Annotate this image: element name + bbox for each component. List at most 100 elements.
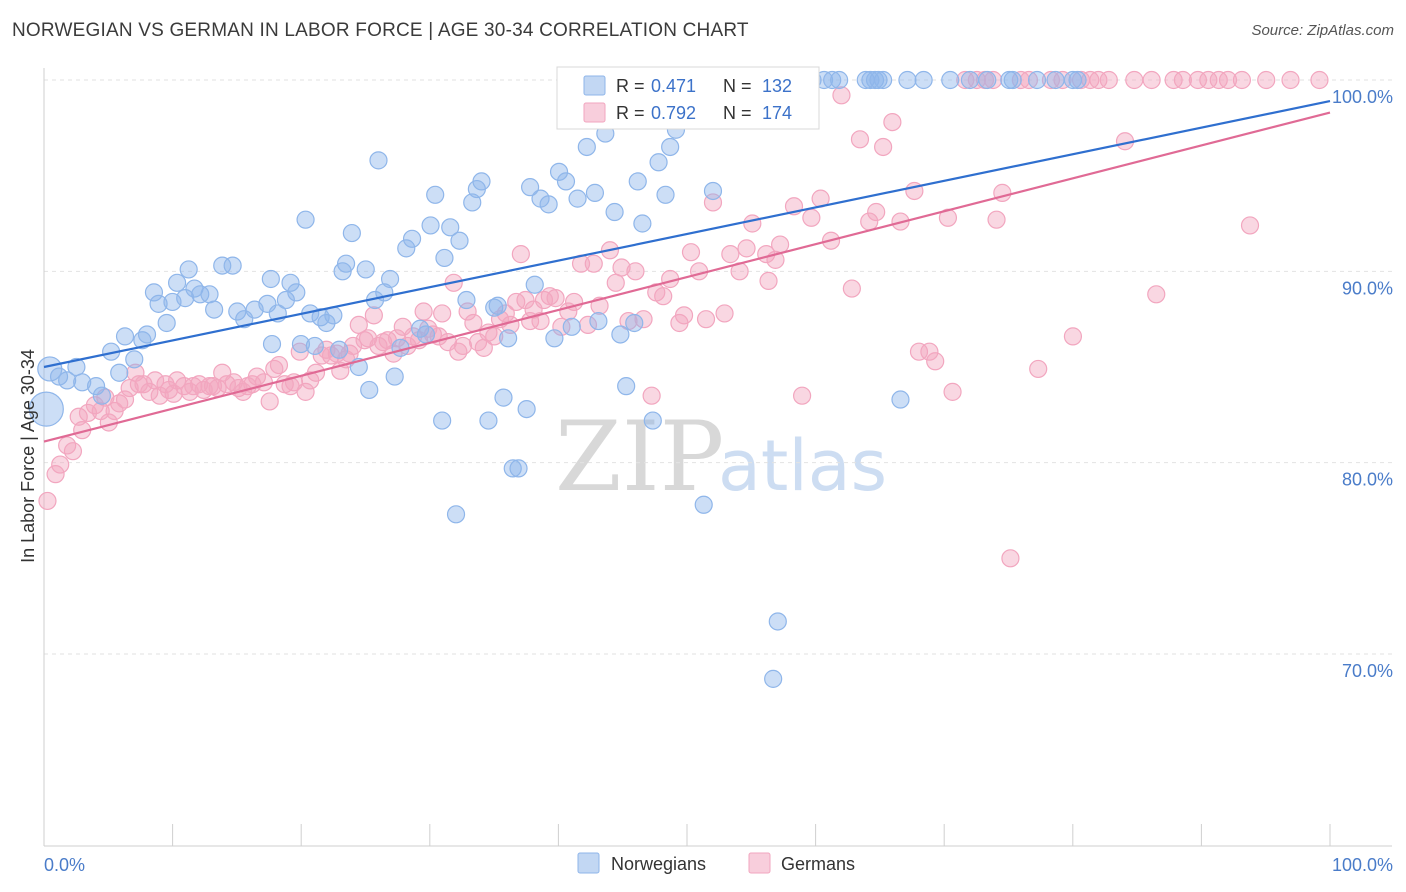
point-norwegians (656, 185, 675, 204)
point-norwegians (110, 363, 129, 382)
point-norwegians (291, 334, 311, 354)
point-germans (38, 491, 57, 511)
point-norwegians (397, 239, 416, 258)
trend-line-norwegians (43, 99, 1331, 369)
point-germans (987, 210, 1006, 229)
legend-n-value-norwegians: 132 (762, 76, 792, 96)
point-norwegians (296, 210, 315, 229)
point-norwegians (115, 327, 135, 346)
point-norwegians (874, 70, 893, 90)
point-norwegians (58, 371, 77, 390)
point-germans (217, 375, 236, 394)
x-tick-label-end: 100.0% (1332, 855, 1393, 875)
y-tick-label: 90.0% (1342, 278, 1393, 298)
point-norwegians (435, 248, 454, 268)
point-germans (511, 245, 530, 264)
point-norwegians (898, 70, 917, 90)
chart-title: NORWEGIAN VS GERMAN IN LABOR FORCE | AGE… (12, 20, 749, 41)
point-norwegians (28, 391, 64, 427)
point-germans (1029, 359, 1048, 379)
point-norwegians (914, 70, 933, 90)
point-germans (792, 386, 812, 405)
point-norwegians (73, 373, 92, 392)
point-germans (983, 70, 1003, 90)
y-axis-label: In Labor Force | Age 30-34 (18, 349, 38, 563)
point-germans (642, 386, 661, 405)
point-norwegians (157, 313, 176, 333)
legend-r-label: R = (616, 76, 645, 96)
trend-line-germans (43, 111, 1331, 443)
tick-labels: 70.0% 80.0% 90.0% 100.0% 0.0% 100.0% (44, 87, 1393, 875)
point-norwegians (978, 70, 997, 90)
point-norwegians (360, 380, 379, 400)
point-germans (531, 311, 550, 331)
point-germans (260, 392, 279, 411)
point-germans (115, 390, 135, 409)
point-norwegians (305, 336, 324, 356)
y-tick-label: 100.0% (1332, 87, 1393, 107)
point-germans (874, 137, 893, 157)
point-norwegians (703, 181, 723, 201)
legend-r-value-norwegians: 0.471 (651, 76, 696, 96)
point-germans (943, 382, 962, 401)
point-germans (1099, 70, 1118, 90)
legend-n-label: N = (723, 103, 752, 123)
point-norwegians (517, 399, 536, 419)
point-norwegians (625, 313, 644, 333)
point-norwegians (643, 411, 662, 430)
point-germans (612, 258, 631, 277)
point-norwegians (633, 214, 652, 233)
point-norwegians (539, 195, 558, 214)
point-norwegians (441, 218, 460, 237)
legend-r-label: R = (616, 103, 645, 123)
point-germans (1125, 70, 1144, 90)
point-norwegians (568, 189, 587, 208)
point-norwegians (276, 290, 295, 310)
point-norwegians (421, 216, 440, 235)
point-norwegians (521, 178, 540, 197)
point-norwegians (869, 70, 888, 90)
point-norwegians (960, 70, 980, 90)
point-norwegians (472, 172, 491, 191)
point-germans (140, 382, 159, 401)
point-norwegians (380, 269, 400, 289)
point-norwegians (891, 390, 910, 409)
point-norwegians (356, 260, 375, 279)
point-germans (1173, 70, 1192, 90)
watermark-zip: ZIP (555, 401, 724, 513)
point-germans (546, 289, 565, 308)
point-norwegians (694, 495, 713, 514)
legend-swatch-norwegians (583, 75, 606, 96)
point-germans (46, 465, 65, 484)
point-germans (296, 382, 315, 401)
point-germans (832, 86, 851, 105)
point-norwegians (1003, 70, 1022, 90)
point-germans (414, 302, 433, 321)
point-norwegians (649, 153, 668, 172)
stats-legend: R = 0.471 N = 132 R = 0.792 N = 174 (556, 66, 820, 130)
point-norwegians (503, 459, 522, 478)
point-norwegians (611, 325, 630, 344)
point-germans (364, 306, 383, 325)
point-germans (1053, 70, 1072, 90)
point-norwegians (525, 275, 544, 294)
point-germans (715, 304, 734, 323)
point-norwegians (137, 325, 157, 344)
point-germans (721, 245, 740, 264)
point-norwegians (479, 411, 498, 430)
point-norwegians (179, 260, 198, 279)
point-norwegians (577, 137, 596, 157)
watermark-atlas: atlas (718, 425, 887, 507)
point-germans (1232, 70, 1252, 90)
series-legend: Norwegians Germans (577, 852, 855, 874)
point-norwegians (617, 377, 636, 396)
point-norwegians (125, 350, 144, 369)
point-germans (1281, 70, 1300, 90)
point-norwegians (426, 185, 445, 204)
trend-lines (43, 99, 1331, 443)
point-germans (1310, 70, 1329, 90)
point-norwegians (589, 311, 608, 331)
point-germans (464, 313, 483, 333)
point-germans (584, 254, 603, 273)
